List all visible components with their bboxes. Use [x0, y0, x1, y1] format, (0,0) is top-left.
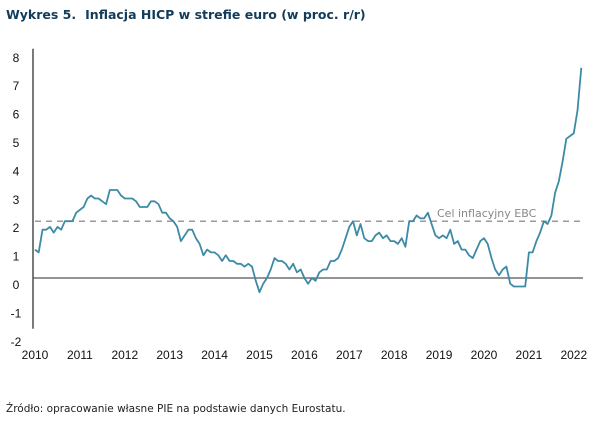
- y-tick-label: 1: [13, 250, 20, 264]
- y-tick-label: 7: [13, 79, 20, 93]
- y-tick-label: -2: [11, 335, 22, 349]
- x-tick-label: 2013: [156, 348, 183, 362]
- x-tick-label: 2021: [516, 348, 543, 362]
- y-tick-label: -1: [11, 306, 22, 320]
- y-tick-label: 2: [13, 221, 20, 235]
- y-tick-label: 4: [13, 164, 20, 178]
- chart-title-text: Inflacja HICP w strefie euro (w proc. r/…: [85, 7, 366, 22]
- chart-number: Wykres 5.: [6, 7, 77, 22]
- x-tick-label: 2014: [201, 348, 228, 362]
- x-tick-label: 2019: [426, 348, 453, 362]
- x-tick-label: 2011: [67, 348, 93, 362]
- x-tick-label: 2017: [336, 348, 363, 362]
- y-tick-label: 0: [13, 278, 20, 292]
- series-hicp: [34, 67, 583, 294]
- y-tick-label: 5: [13, 136, 20, 150]
- x-tick-label: 2020: [471, 348, 498, 362]
- chart-title: Wykres 5. Inflacja HICP w strefie euro (w…: [6, 7, 366, 22]
- source-note: Źródło: opracowanie własne PIE na podsta…: [6, 403, 346, 415]
- x-tick-label: 2022: [560, 348, 587, 362]
- x-tick-label: 2018: [381, 348, 408, 362]
- series-line: [34, 67, 583, 294]
- target-label: Cel inflacyjny EBC: [437, 207, 537, 220]
- x-axis-ticks: 2010 2011 2012 2013 2014 2015 2016 2017 2018 2019…: [22, 348, 588, 362]
- y-tick-label: 6: [13, 108, 20, 122]
- x-tick-label: 2010: [22, 348, 49, 362]
- x-tick-label: 2016: [291, 348, 318, 362]
- y-tick-label: 8: [13, 51, 20, 65]
- y-axis-ticks: -2 -1 0 1 2 3 4 5 6 7 8: [11, 51, 22, 349]
- x-tick-label: 2012: [111, 348, 138, 362]
- x-tick-label: 2015: [246, 348, 273, 362]
- y-tick-label: 3: [13, 193, 20, 207]
